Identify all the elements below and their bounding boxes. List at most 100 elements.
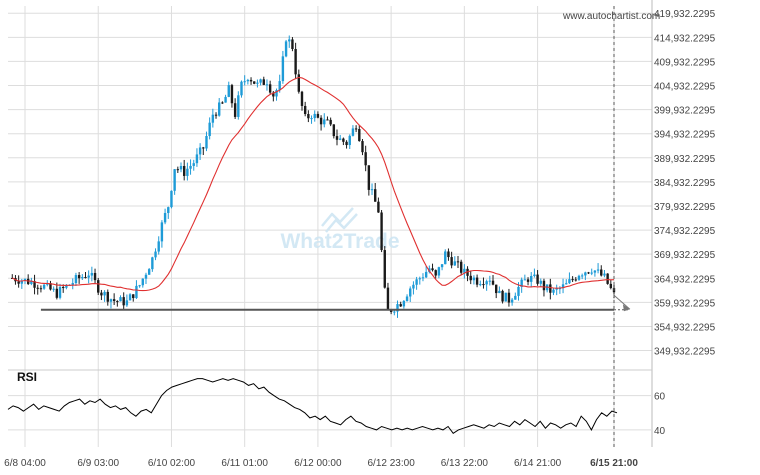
candle-body [39,288,43,290]
candle-body [530,275,533,282]
candle-body [472,277,476,281]
candle-body [132,294,135,299]
moving-average [12,76,615,292]
rsi-y-tick-label: 60 [654,392,666,403]
candle-body [335,136,339,140]
candle-body [233,103,237,117]
candle-body [30,281,33,284]
candle-body [399,304,402,307]
candle-body [90,272,94,276]
candle-body [71,283,74,285]
x-tick-label: 6/11 01:00 [221,458,268,469]
candle-body [202,147,205,149]
candle-body [361,141,364,153]
candle-body [565,283,568,285]
candle-body [351,128,355,136]
rsi-panel [7,369,652,434]
candle-body [377,201,380,213]
x-tick-label: 6/13 22:00 [441,458,489,469]
candle-body [479,284,482,286]
watermark-logo: What2Trade [280,207,400,253]
watermark-digit: 2 [332,230,344,253]
rsi-y-tick-label: 40 [654,426,666,437]
candle-body [17,281,20,284]
y-tick-label: 369,932.2295 [654,250,716,261]
candle-body [125,300,129,306]
candle-body [65,284,68,288]
candle-body [167,207,170,213]
candle-body [558,288,562,290]
y-tick-label: 354,932.2295 [654,322,716,333]
candle-body [49,283,52,290]
candle-body [218,102,221,116]
candle-body [421,277,425,279]
candle-body [135,285,138,299]
candle-body [380,212,383,251]
x-tick-label: 6/10 02:00 [148,458,196,469]
candle-body [491,280,495,285]
candle-body [354,128,358,130]
candle-body [42,284,46,289]
candle-body [205,136,208,149]
candle-body [224,96,227,103]
candle-body [482,284,485,286]
rsi-title: RSI [17,370,37,384]
candle-body [367,165,371,190]
candle-body [33,281,36,288]
candle-body [144,274,148,279]
candle-body [571,279,574,281]
candle-body [587,272,590,274]
candle-body [20,280,24,284]
y-tick-label: 404,932.2295 [654,82,716,93]
candle-body [141,278,144,286]
candle-body [303,105,307,115]
candle-body [77,275,81,279]
candle-body [440,264,444,268]
x-tick-label: 6/8 04:00 [4,458,46,469]
candle-body [119,297,122,302]
candle-body [313,113,316,119]
candle-body [485,281,488,285]
candle-body [488,280,492,282]
ma-line [12,76,615,292]
candle-body [402,300,406,307]
candle-body [415,279,418,285]
candle-body [475,277,479,285]
candle-body [109,299,113,302]
candle-body [97,280,100,293]
x-tick-label: 6/12 23:00 [368,458,416,469]
candle-body [596,269,600,271]
candle-body [170,190,173,208]
candle-body [437,267,441,276]
candle-body [253,81,256,84]
candle-body [348,135,351,146]
candle-body [593,270,597,273]
candle-body [424,271,428,278]
candle-body [291,39,294,50]
candle-body [389,309,393,312]
projection-line [613,294,631,310]
candle-body [409,288,412,297]
candle-body [495,284,498,294]
candle-body [189,165,192,169]
candle-body [93,272,97,281]
candle-body [418,278,421,280]
candle-body [600,269,603,276]
candle-body [268,84,272,93]
grid-lines [8,0,653,447]
axis-labels: 6/8 04:00 6/9 03:00 6/10 02:00 6/11 01:00 6/… [4,9,715,469]
candle-body [227,85,230,97]
y-tick-label: 374,932.2295 [654,226,716,237]
candle-body [192,163,195,166]
x-tick-label: 6/15 21:00 [590,458,638,469]
candle-body [208,122,211,137]
candle-body [606,273,609,284]
candle-body [526,279,530,282]
projection-arrowhead [622,304,630,312]
y-tick-label: 364,932.2295 [654,274,716,285]
watermark-chart-icon [321,207,358,233]
x-tick-label: 6/14 21:00 [514,458,562,469]
candle-body [259,79,262,83]
candle-body [294,49,297,75]
candle-body [539,280,542,284]
